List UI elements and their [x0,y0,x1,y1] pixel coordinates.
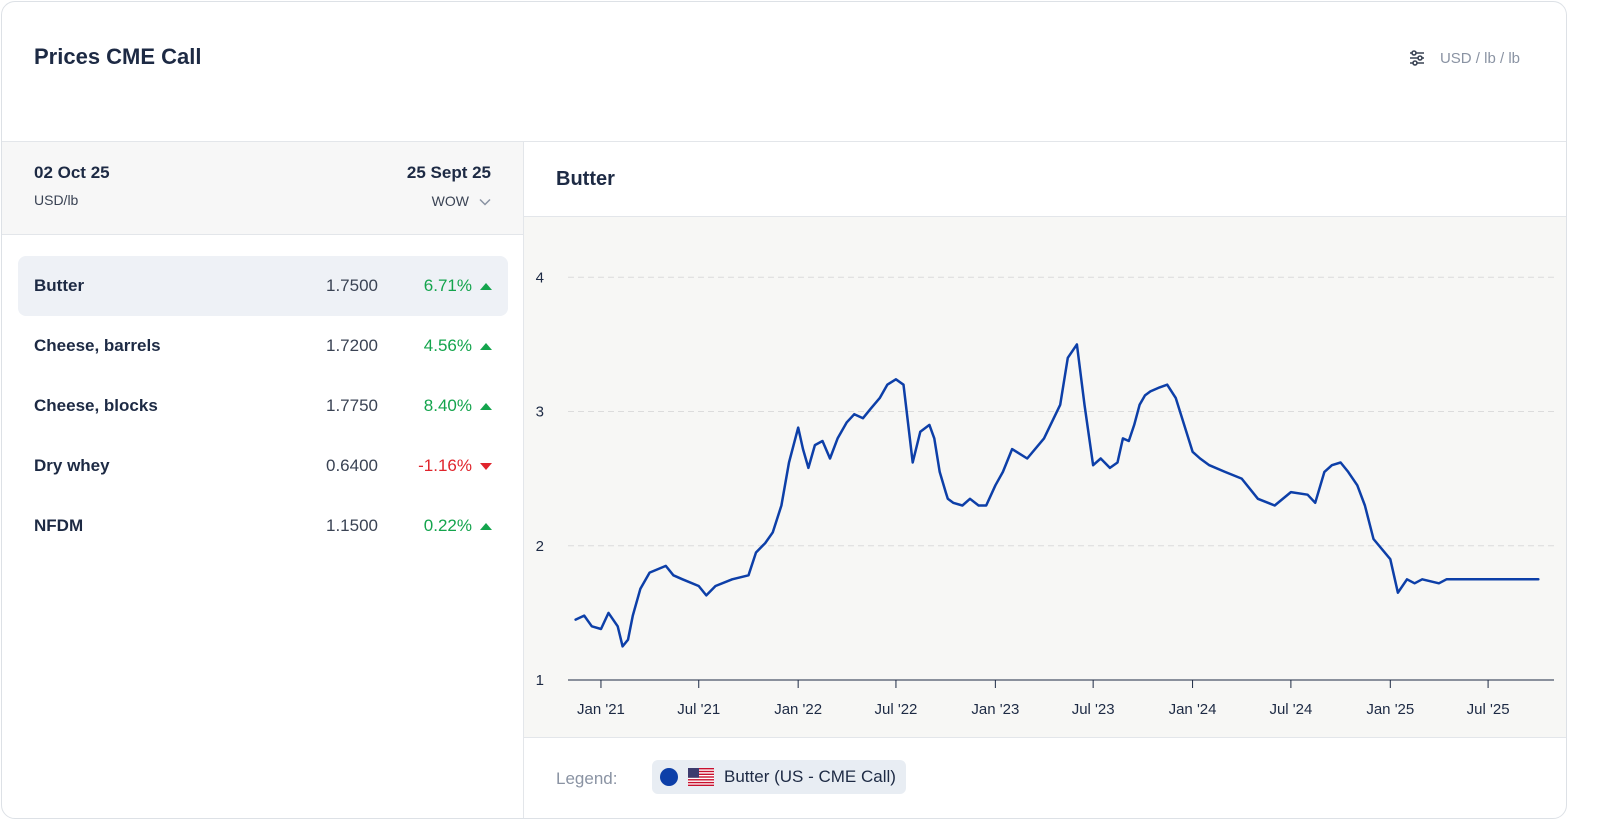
table-row[interactable]: Dry whey 0.6400 -1.16% [18,436,508,496]
chart-title: Butter [556,168,615,190]
row-value: 0.6400 [326,456,378,475]
legend-entry-label: Butter (US - CME Call) [724,767,896,786]
arrow-down-icon [480,462,492,470]
series-color-dot [660,768,678,786]
arrow-up-icon [480,522,492,530]
row-change: -1.16% [418,456,472,475]
x-tick-label: Jan '25 [1366,701,1414,718]
price-table-header: 02 Oct 25 USD/lb 25 Sept 25 WOW [2,142,523,235]
arrow-up-icon [480,402,492,410]
table-row[interactable]: Cheese, blocks 1.7750 8.40% [18,376,508,436]
chevron-down-icon [479,193,491,209]
us-flag-icon [688,768,714,786]
x-tick-label: Jan '23 [971,701,1019,718]
chart-panel: Butter 1 2 3 4 Jan '21 Jul '21 Jan '22 Jul '22 J… [524,142,1566,818]
chart-plot-area: 1 2 3 4 Jan '21 Jul '21 Jan '22 Jul '22 Jan '23 J… [524,217,1566,738]
y-tick-label: 4 [536,269,544,286]
arrow-up-icon [480,282,492,290]
row-value: 1.7500 [326,276,378,295]
butter-line-chart: 1 2 3 4 Jan '21 Jul '21 Jan '22 Jul '22 Jan '23 J… [536,269,1554,718]
y-tick-label: 3 [536,404,544,421]
table-row[interactable]: NFDM 1.1500 0.22% [18,496,508,556]
price-list: Butter 1.7500 6.71% Cheese, barrels 1.7200 4.… [18,256,508,556]
x-tick-label: Jul '23 [1072,701,1115,718]
compare-mode-label: WOW [431,193,469,209]
x-tick-label: Jan '24 [1169,701,1217,718]
compare-date: 25 Sept 25 [406,163,491,182]
table-row[interactable]: Butter 1.7500 6.71% [18,256,508,316]
x-tick-label: Jul '22 [875,701,918,718]
y-tick-label: 1 [536,672,544,689]
row-value: 1.7200 [326,336,378,355]
row-name: Butter [34,276,85,295]
row-change: 8.40% [423,396,472,415]
row-change: 6.71% [423,276,472,295]
row-name: Dry whey [34,456,110,475]
legend-bar: Legend: Butter (US - CME Call) [524,739,1566,818]
legend-label: Legend: [556,769,618,788]
x-tick-label: Jul '21 [677,701,720,718]
row-change: 4.56% [423,336,472,355]
row-change: 0.22% [423,516,472,535]
page-title: Prices CME Call [34,44,202,69]
card-header: Prices CME Call USD / lb / lb [2,2,1566,142]
compare-mode-dropdown[interactable]: WOW [432,193,491,209]
legend-entry-butter[interactable]: Butter (US - CME Call) [652,760,906,794]
row-value: 1.7750 [326,396,378,415]
sliders-icon [1408,49,1426,67]
row-name: NFDM [34,516,84,535]
units-selector[interactable]: USD / lb / lb [1408,49,1520,67]
prices-card: Prices CME Call USD / lb / lb 02 Oct 25 … [1,1,1567,819]
arrow-up-icon [480,342,492,350]
row-value: 1.1500 [326,516,378,535]
x-tick-label: Jul '25 [1467,701,1510,718]
x-tick-label: Jan '22 [774,701,822,718]
row-name: Cheese, barrels [34,336,161,355]
series-line-butter[interactable] [574,343,1540,648]
table-row[interactable]: Cheese, barrels 1.7200 4.56% [18,316,508,376]
price-table-panel: 02 Oct 25 USD/lb 25 Sept 25 WOW Butter 1.… [2,142,524,818]
x-tick-label: Jul '24 [1269,701,1312,718]
x-tick-label: Jan '21 [577,701,625,718]
units-label: USD / lb / lb [1439,49,1520,67]
chart-header: Butter [524,142,1566,217]
row-name: Cheese, blocks [34,396,158,415]
current-date: 02 Oct 25 [34,163,110,182]
y-tick-label: 2 [536,538,544,555]
current-unit: USD/lb [34,192,79,208]
